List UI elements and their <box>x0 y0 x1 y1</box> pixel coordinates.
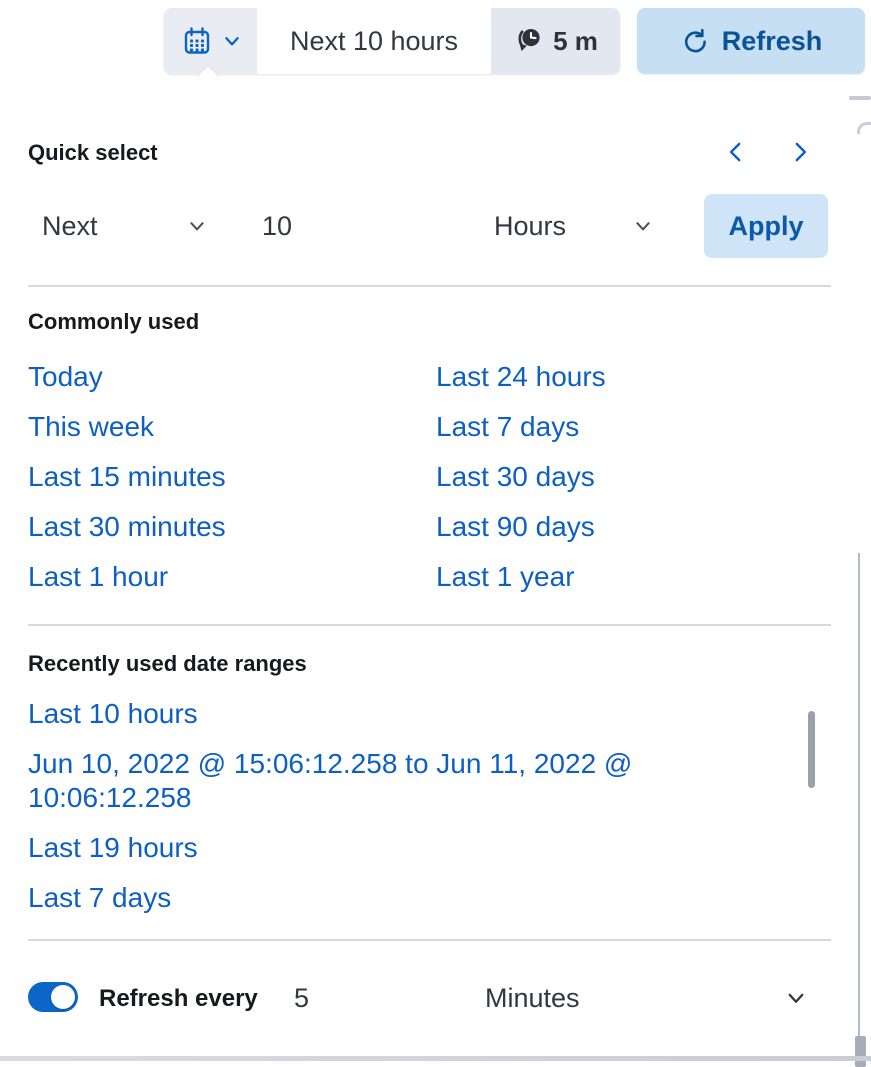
quick-select-title: Quick select <box>28 140 158 165</box>
recently-used-link[interactable]: Last 7 days <box>28 882 172 913</box>
list-item: Last 7 days <box>436 402 606 452</box>
tense-select-value: Next <box>42 210 98 241</box>
chevron-down-icon <box>190 222 204 231</box>
auto-refresh-unit-value: Minutes <box>485 982 580 1013</box>
commonly-used-link[interactable]: Last 1 hour <box>28 561 169 592</box>
commonly-used-link[interactable]: Last 24 hours <box>436 361 606 392</box>
divider <box>28 939 831 941</box>
recently-used-title: Recently used date ranges <box>28 651 307 676</box>
background-page-artifact <box>849 96 871 100</box>
popover-bottom-shadow <box>0 1056 871 1061</box>
auto-refresh-toggle[interactable] <box>28 982 78 1012</box>
commonly-used-link[interactable]: Last 7 days <box>436 411 580 442</box>
divider <box>28 624 831 626</box>
list-item: Last 24 hours <box>436 352 606 402</box>
commonly-used-title: Commonly used <box>28 309 200 334</box>
time-unit-value: Hours <box>494 210 567 241</box>
time-amount-input[interactable]: 10 <box>246 194 386 258</box>
chevron-down-icon <box>636 222 650 231</box>
recently-used-scrollbar[interactable] <box>808 711 815 788</box>
time-refresh-icon <box>518 29 540 52</box>
commonly-used-link[interactable]: Last 90 days <box>436 511 595 542</box>
background-page-artifact <box>857 122 871 134</box>
commonly-used-link[interactable]: Last 1 year <box>436 561 575 592</box>
chevron-left-icon <box>729 142 741 162</box>
list-item: Last 1 year <box>436 552 606 602</box>
commonly-used-column-2: Last 24 hours Last 7 days Last 30 days L… <box>436 352 606 602</box>
list-item: This week <box>28 402 226 452</box>
tense-select[interactable]: Next <box>28 194 218 258</box>
next-time-window-button[interactable] <box>782 134 818 170</box>
refresh-button-label: Refresh <box>721 25 823 56</box>
chevron-down-icon <box>224 37 239 46</box>
commonly-used-link[interactable]: Last 15 minutes <box>28 461 226 492</box>
previous-time-window-button[interactable] <box>718 134 754 170</box>
date-picker-control-group: Next 10 hours 5 m <box>164 8 620 74</box>
list-item: Today <box>28 352 226 402</box>
commonly-used-column-1: Today This week Last 15 minutes Last 30 … <box>28 352 226 602</box>
chevron-down-icon <box>788 993 804 1003</box>
commonly-used-link[interactable]: Last 30 days <box>436 461 595 492</box>
date-range-button[interactable]: Next 10 hours <box>257 8 491 74</box>
chevron-right-icon <box>795 142 807 162</box>
auto-refresh-unit-select[interactable]: Minutes <box>420 972 820 1024</box>
list-item: Last 15 minutes <box>28 452 226 502</box>
refresh-interval-badge[interactable]: 5 m <box>491 8 620 74</box>
page-scrollbar-track <box>858 553 860 1067</box>
time-amount-value: 10 <box>262 210 293 241</box>
apply-button[interactable]: Apply <box>704 194 828 258</box>
toggle-knob <box>51 985 75 1009</box>
refresh-interval-label: 5 m <box>553 25 598 56</box>
commonly-used-link[interactable]: Today <box>28 361 103 392</box>
list-item: Last 90 days <box>436 502 606 552</box>
commonly-used-link[interactable]: This week <box>28 411 155 442</box>
refresh-icon <box>684 28 706 53</box>
list-item: Last 30 days <box>436 452 606 502</box>
recently-used-link[interactable]: Jun 10, 2022 @ 15:06:12.258 to Jun 11, 2… <box>28 748 633 813</box>
auto-refresh-label: Refresh every <box>99 985 258 1012</box>
commonly-used-link[interactable]: Last 30 minutes <box>28 511 226 542</box>
page-scrollbar-thumb[interactable] <box>855 1036 866 1067</box>
auto-refresh-value-input[interactable]: 5 <box>294 983 310 1013</box>
divider <box>28 285 831 287</box>
recently-used-link[interactable]: Last 10 hours <box>28 698 198 729</box>
recently-used-link[interactable]: Last 19 hours <box>28 832 198 863</box>
time-unit-select[interactable]: Hours <box>414 194 666 258</box>
calendar-icon <box>184 27 209 54</box>
quick-menu-button[interactable] <box>164 8 257 74</box>
refresh-button[interactable]: Refresh <box>637 8 865 74</box>
list-item: Last 1 hour <box>28 552 226 602</box>
list-item: Last 30 minutes <box>28 502 226 552</box>
